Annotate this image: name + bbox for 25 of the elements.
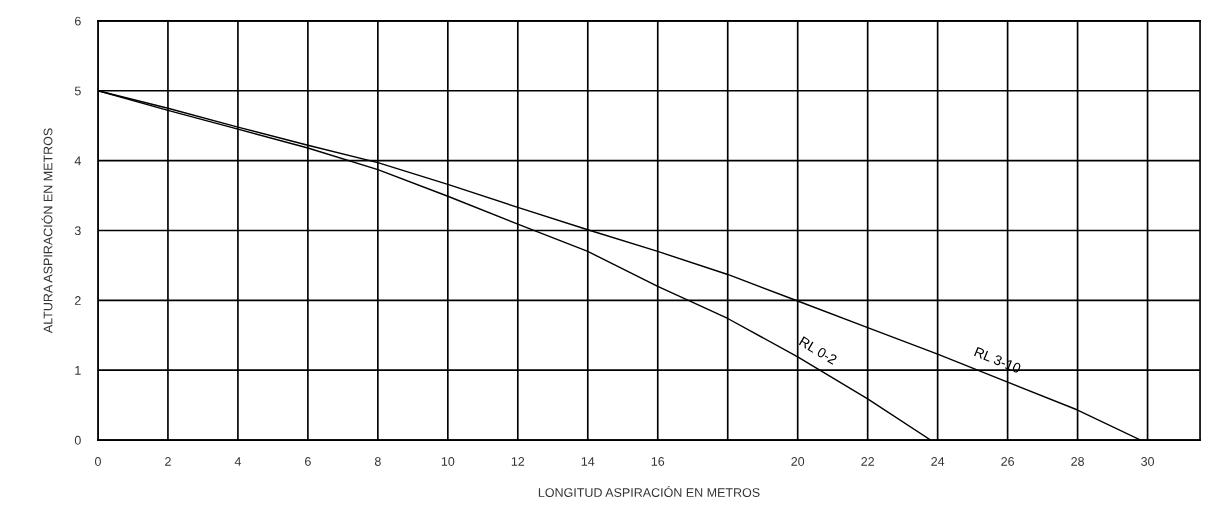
y-tick-label: 1 (75, 366, 81, 375)
y-axis-title: ALTURA ASPIRACIÓN EN METROS (41, 128, 53, 334)
x-tick-label: 30 (1141, 457, 1155, 466)
x-axis-title: LONGITUD ASPIRACIÓN EN METROS (538, 486, 760, 497)
text: RL 0-2 (798, 336, 838, 365)
y-tick-label: 3 (74, 226, 81, 236)
x-tick-label: 14 (581, 457, 595, 466)
y-tick-label: 6 (74, 16, 81, 26)
y-tick-label: 5 (74, 86, 81, 96)
x-tick-label: 10 (441, 457, 455, 466)
x-tick-label: 24 (931, 457, 945, 466)
x-tick-label: 20 (791, 457, 805, 466)
x-tick-label: 22 (861, 457, 874, 466)
x-tick-label: 16 (651, 457, 665, 466)
y-tick-label: 0 (74, 435, 81, 445)
x-tick-label: 6 (305, 457, 311, 466)
x-tick-label: 2 (165, 457, 171, 466)
y-tick-label: 4 (74, 156, 81, 166)
x-tick-label: 28 (1071, 457, 1084, 466)
x-tick-label: 0 (94, 457, 101, 466)
x-tick-label: 8 (374, 457, 381, 466)
x-tick-label: 26 (1001, 457, 1015, 466)
y-tick-label: 2 (74, 296, 81, 305)
x-tick-label: 12 (511, 457, 525, 466)
x-tick-label: 4 (234, 457, 242, 466)
